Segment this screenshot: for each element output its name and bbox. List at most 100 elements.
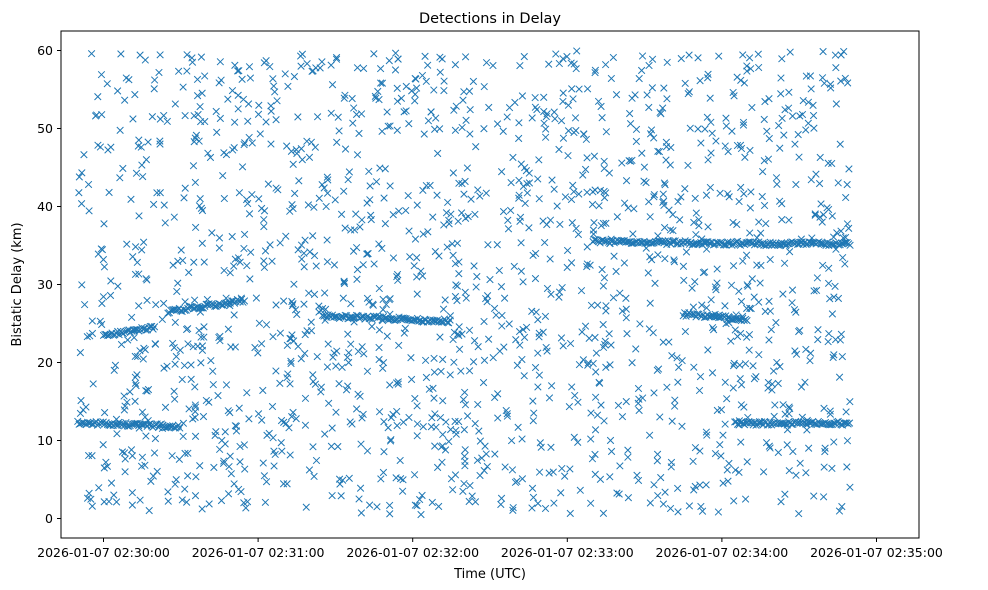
detection-point [480, 317, 488, 326]
detection-point [131, 90, 139, 99]
detection-point [171, 395, 179, 403]
detection-point [816, 239, 824, 247]
detection-point [821, 447, 829, 456]
detection-point [321, 430, 329, 438]
detection-point [545, 60, 553, 68]
detection-point [577, 286, 586, 295]
detection-point [172, 352, 180, 361]
detection-point [462, 294, 470, 302]
detection-point [278, 447, 286, 455]
detection-point [781, 490, 789, 498]
detection-point [435, 252, 443, 260]
detection-point [310, 290, 319, 299]
detection-point [532, 308, 540, 316]
detection-point [654, 251, 662, 259]
detection-point [703, 113, 712, 121]
detection-point [448, 486, 457, 494]
detection-point [543, 110, 551, 118]
detection-point [828, 310, 837, 318]
detection-point [450, 358, 458, 366]
detection-point [353, 151, 362, 159]
detection-point [602, 302, 610, 310]
detection-point [291, 189, 299, 198]
detection-point [755, 218, 763, 226]
detection-point [399, 476, 407, 484]
detection-point [788, 299, 796, 307]
detection-point [784, 104, 793, 112]
detection-point [614, 401, 623, 410]
detection-point [832, 63, 840, 72]
detection-point [255, 101, 263, 109]
detection-point [566, 339, 575, 348]
detection-point [829, 233, 838, 241]
detection-point [204, 149, 212, 157]
detection-point [77, 396, 85, 405]
detection-point [191, 383, 199, 391]
detection-point [679, 262, 688, 270]
detection-point [264, 180, 273, 188]
detection-point [520, 52, 528, 61]
detection-point [231, 343, 240, 351]
detection-point [332, 55, 341, 63]
detection-point [215, 244, 224, 252]
detection-point [846, 398, 854, 406]
detection-point [507, 436, 516, 445]
detection-point [449, 169, 458, 177]
detection-point [465, 326, 474, 334]
detection-point [666, 504, 675, 513]
detection-point [180, 361, 189, 370]
detection-point [78, 169, 86, 177]
detection-point [534, 175, 542, 183]
detection-point [624, 453, 632, 461]
detection-point [124, 336, 132, 344]
detection-point [422, 77, 430, 86]
detection-point [817, 420, 825, 428]
detection-point [409, 316, 417, 324]
detection-point [518, 355, 526, 364]
detection-point [135, 136, 143, 144]
detection-point [635, 395, 643, 403]
detection-point [308, 67, 316, 75]
detection-point [472, 143, 480, 151]
detection-point [815, 179, 824, 188]
detection-point [436, 333, 444, 341]
detection-point [245, 415, 253, 423]
detection-point [557, 117, 566, 125]
detection-point [798, 238, 806, 246]
detection-point [430, 317, 439, 325]
detection-point [680, 276, 688, 285]
detection-point [77, 200, 86, 208]
detection-point [222, 150, 231, 159]
detection-point [761, 97, 769, 106]
detection-point [638, 149, 646, 157]
detection-point [594, 97, 603, 106]
detection-point [606, 436, 615, 445]
detection-point [777, 74, 785, 82]
detection-point [689, 303, 698, 311]
detection-point [708, 129, 716, 137]
detection-point [400, 329, 409, 337]
detection-point [94, 93, 102, 101]
detection-point [190, 296, 199, 304]
detection-point [197, 359, 205, 367]
detection-point [613, 213, 622, 221]
detection-point [802, 126, 810, 134]
detection-point [581, 322, 590, 330]
detection-point [837, 51, 845, 59]
detection-point [818, 218, 826, 226]
detection-point [766, 255, 774, 264]
detection-point [116, 126, 124, 134]
detection-point [198, 239, 206, 247]
detection-point [224, 407, 232, 415]
detection-point [107, 277, 115, 285]
detection-point [243, 498, 252, 506]
detection-point [445, 220, 453, 228]
detection-point [758, 167, 767, 176]
detection-point [113, 87, 122, 95]
detection-point [431, 442, 439, 450]
detection-point [168, 452, 176, 460]
detection-point [128, 452, 137, 460]
detection-point [228, 86, 237, 95]
detection-point [333, 138, 341, 146]
detection-point [482, 450, 490, 458]
